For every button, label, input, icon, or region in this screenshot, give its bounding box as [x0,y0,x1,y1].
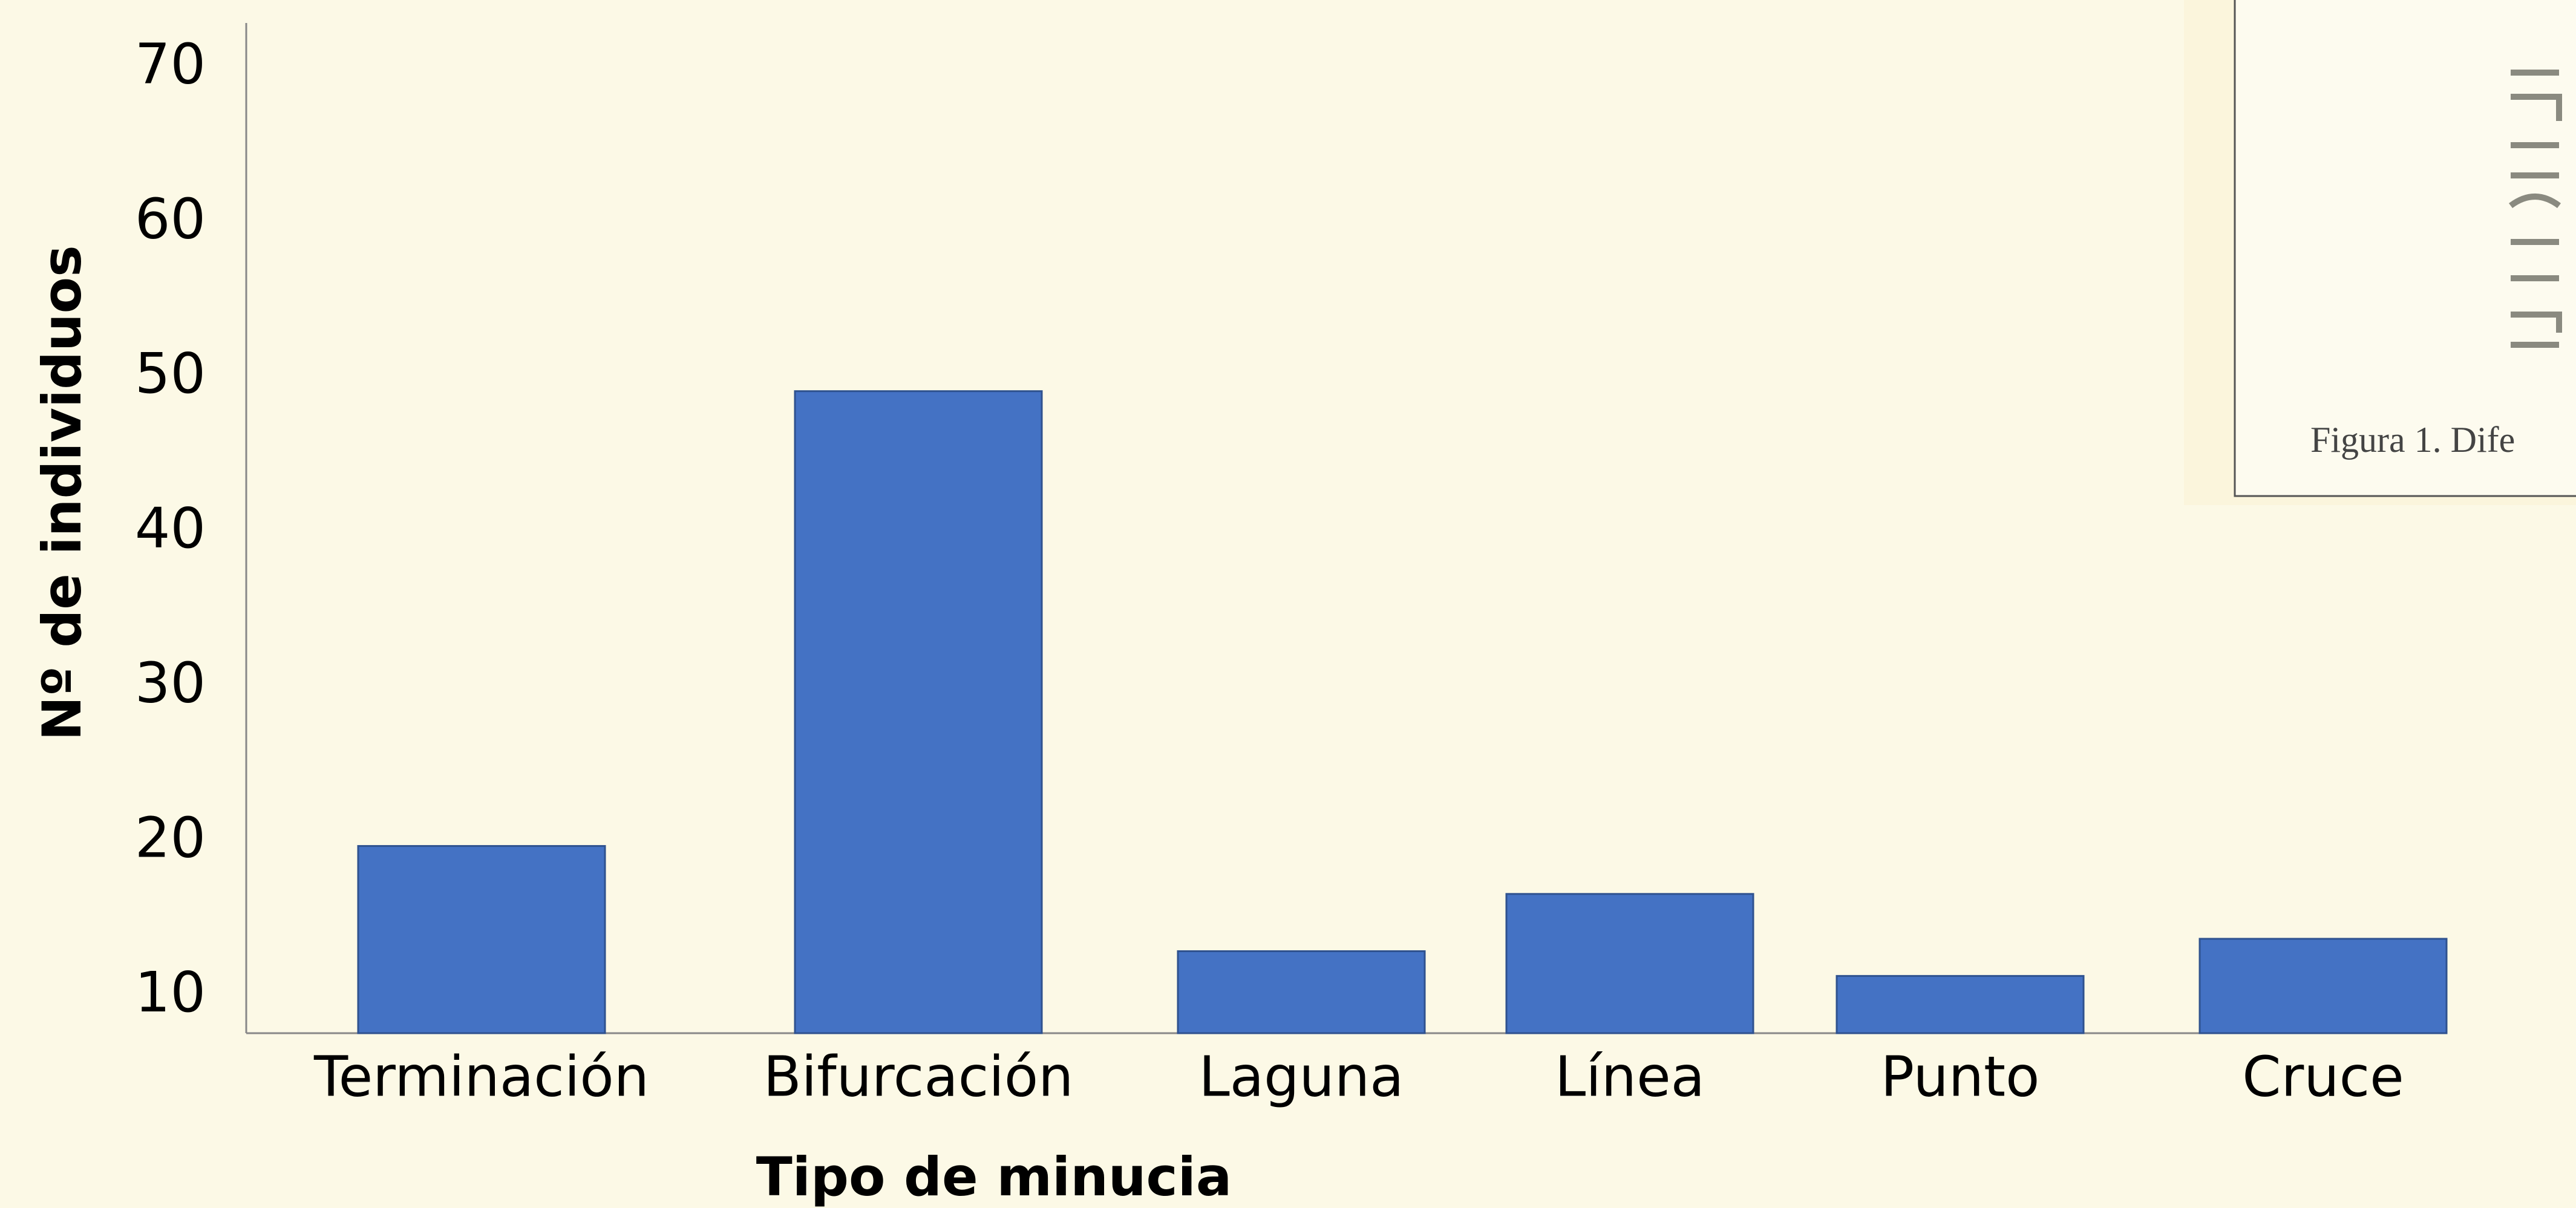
bar [1506,894,1753,1033]
x-axis-title: Tipo de minucia [756,1146,1232,1208]
bar [1837,976,2084,1033]
y-tick-label: 50 [135,341,206,406]
x-tick-label: Terminación [313,1044,649,1109]
bar [1178,951,1425,1033]
y-tick-label: 20 [135,805,206,870]
y-tick-label: 60 [135,186,206,251]
y-tick-label: 30 [135,651,206,716]
y-axis-title: Nº de individuos [31,245,93,740]
x-tick-label: Bifurcación [763,1044,1074,1109]
y-tick-label: 40 [135,496,206,561]
bar [795,391,1042,1033]
y-tick-label: 10 [135,960,206,1025]
x-tick-label: Línea [1555,1044,1705,1109]
annotation: Figura 1. Dife [2310,420,2515,460]
x-tick-label: Cruce [2242,1044,2404,1109]
bar [2200,939,2447,1033]
x-tick-label: Punto [1881,1044,2040,1109]
y-tick-label: 70 [135,32,206,97]
chart: Figura 1. Dife Nº de individuos Tipo de … [0,0,2576,1208]
x-tick-label: Laguna [1198,1044,1404,1109]
bar [358,846,605,1033]
